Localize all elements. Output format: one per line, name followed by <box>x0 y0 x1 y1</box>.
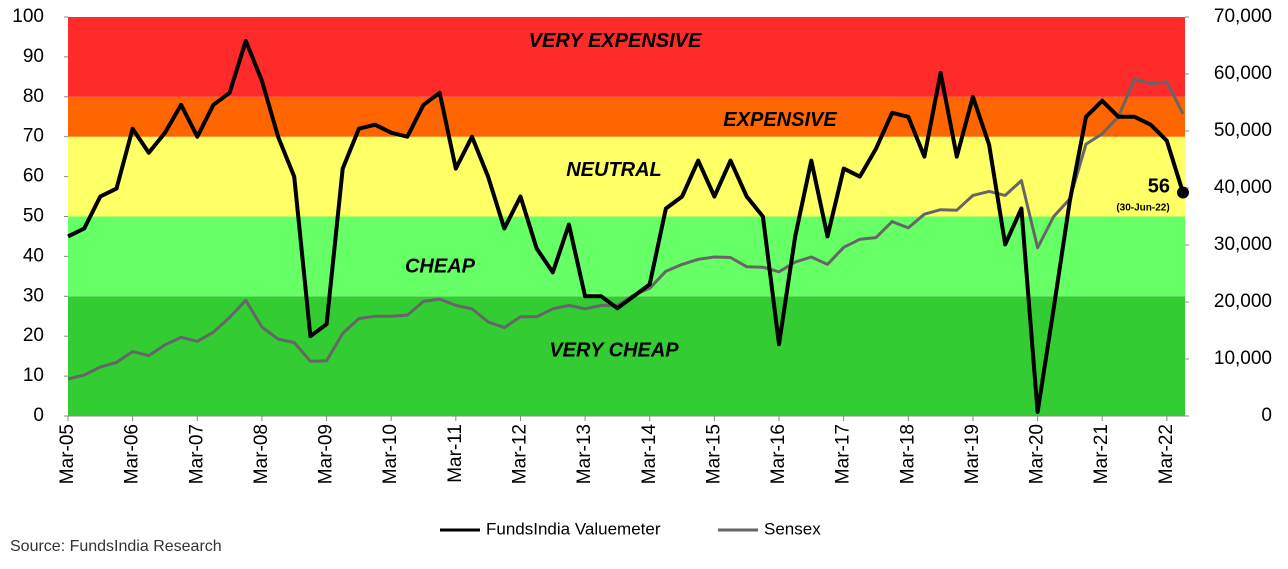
x-tick-label: Mar-08 <box>251 424 272 484</box>
y2-tick-label: 70,000 <box>1214 6 1272 27</box>
end-marker <box>1177 186 1189 199</box>
end-date-label: (30-Jun-22) <box>1116 203 1169 214</box>
x-tick-label: Mar-20 <box>1027 424 1048 484</box>
y-tick-label: 50 <box>23 206 44 227</box>
y2-tick-label: 10,000 <box>1214 348 1272 369</box>
band-label: VERY CHEAP <box>549 339 679 361</box>
legend-label: FundsIndia Valuemeter <box>486 519 661 538</box>
source-note: Source: FundsIndia Research <box>10 538 222 555</box>
band-label: VERY EXPENSIVE <box>529 30 702 52</box>
x-tick-label: Mar-14 <box>639 424 660 485</box>
x-tick-label: Mar-06 <box>122 424 143 484</box>
y-tick-label: 10 <box>23 365 44 386</box>
y2-tick-label: 30,000 <box>1214 234 1272 255</box>
x-tick-label: Mar-12 <box>509 424 530 484</box>
y-tick-label: 0 <box>33 405 44 426</box>
series-line <box>67 38 1185 414</box>
x-tick-label: Mar-16 <box>768 424 789 484</box>
x-tick-label: Mar-19 <box>962 424 983 484</box>
legend-label: Sensex <box>764 519 821 538</box>
x-tick-label: Mar-21 <box>1091 424 1112 484</box>
x-tick-label: Mar-15 <box>703 424 724 484</box>
end-value-label: 56 <box>1148 175 1170 197</box>
x-tick-label: Mar-05 <box>57 424 78 484</box>
valuation-band <box>68 17 1185 97</box>
valuation-band <box>68 96 1185 137</box>
y2-tick-label: 60,000 <box>1214 63 1272 84</box>
x-tick-label: Mar-22 <box>1156 424 1177 484</box>
y2-tick-label: 50,000 <box>1214 120 1272 141</box>
band-label: EXPENSIVE <box>723 109 837 131</box>
x-tick-label: Mar-09 <box>316 424 337 484</box>
y-tick-label: 60 <box>23 166 44 187</box>
x-tick-label: Mar-11 <box>445 424 466 483</box>
x-tick-label: Mar-18 <box>897 424 918 484</box>
valuation-band <box>68 216 1185 297</box>
band-label: NEUTRAL <box>566 159 662 181</box>
y-tick-label: 100 <box>12 6 44 27</box>
y2-tick-label: 20,000 <box>1214 291 1272 312</box>
y-tick-label: 20 <box>23 325 44 346</box>
y-tick-label: 40 <box>23 245 44 266</box>
y-tick-label: 30 <box>23 285 44 306</box>
x-tick-label: Mar-07 <box>186 424 207 484</box>
y-tick-label: 70 <box>23 126 44 147</box>
y2-tick-label: 0 <box>1261 405 1272 426</box>
x-tick-label: Mar-10 <box>380 424 401 484</box>
y-tick-label: 80 <box>23 86 44 107</box>
y2-tick-label: 40,000 <box>1214 177 1272 198</box>
x-tick-label: Mar-17 <box>833 424 854 484</box>
x-tick-label: Mar-13 <box>574 424 595 484</box>
band-label: CHEAP <box>405 256 476 278</box>
y-tick-label: 90 <box>23 46 44 67</box>
